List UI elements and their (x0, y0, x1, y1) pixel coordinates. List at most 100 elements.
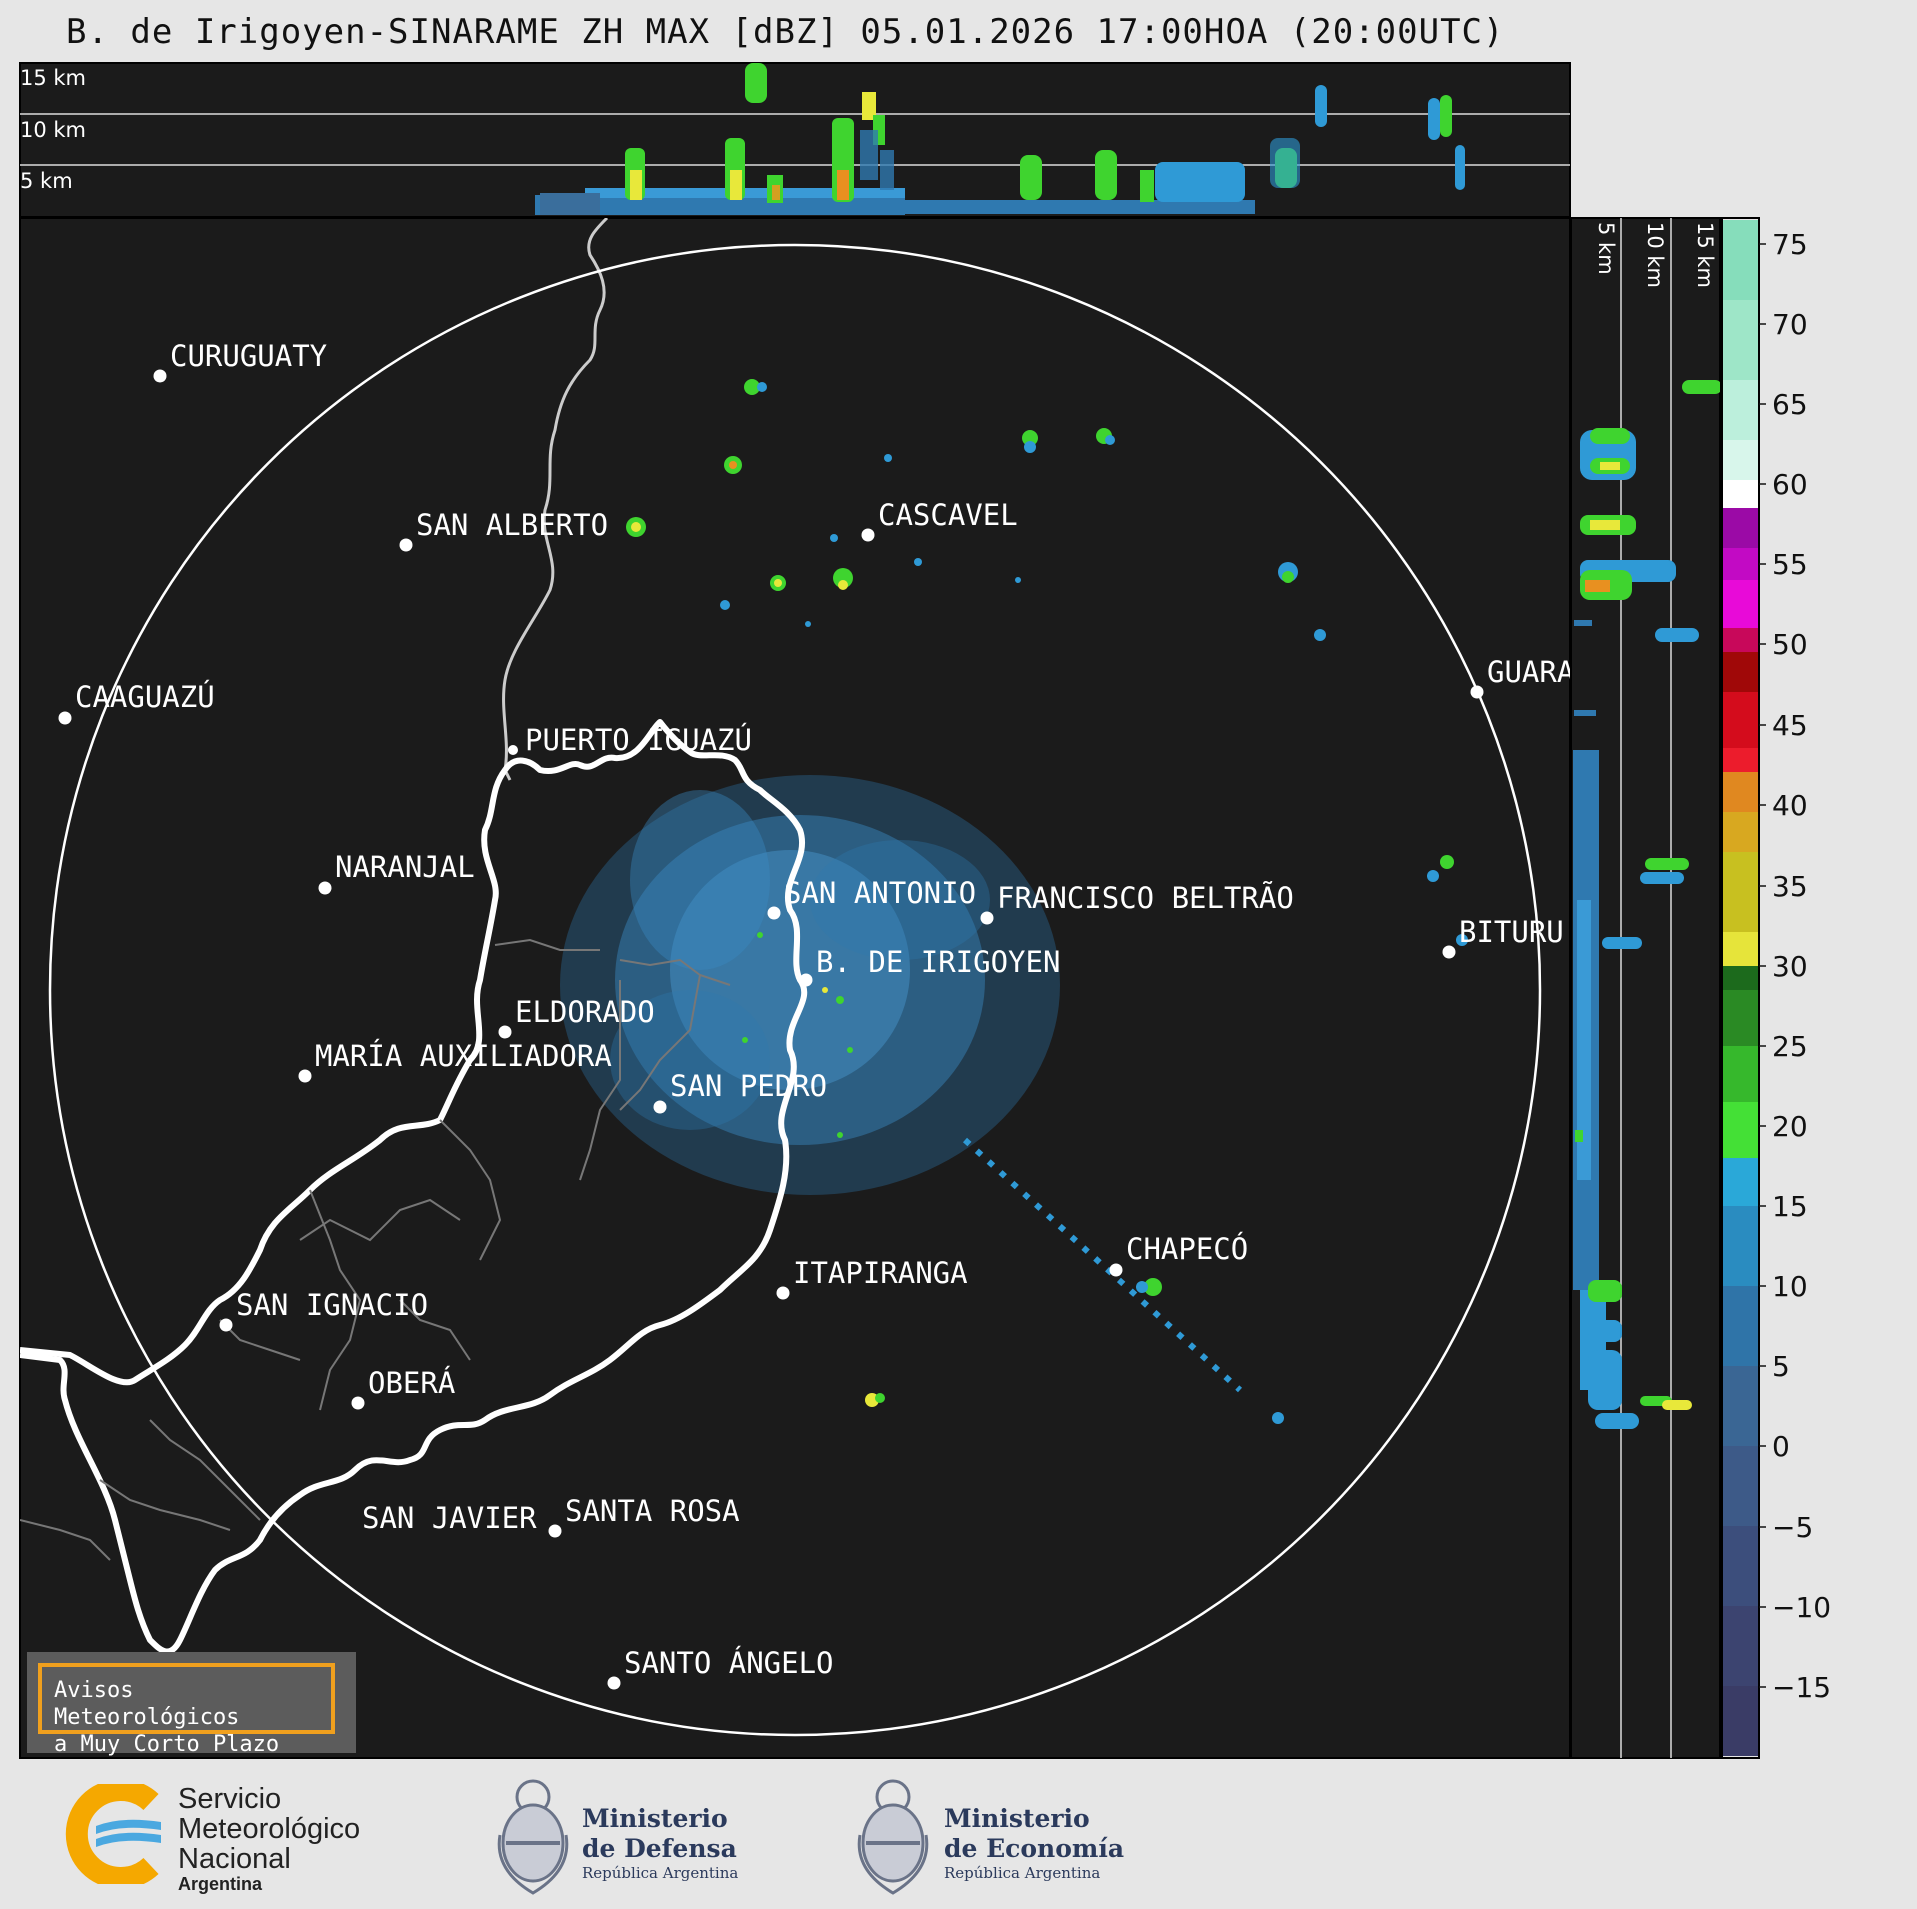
defensa-logo-text: Ministerio de Defensa República Argentin… (582, 1804, 738, 1882)
city-label: CHAPECÓ (1126, 1232, 1248, 1266)
city-label: SAN JAVIER (362, 1501, 537, 1535)
city-label: GUARA (1487, 655, 1574, 689)
smn-line: Meteorológico (178, 1813, 361, 1845)
smn-line: Nacional (178, 1843, 291, 1875)
city-label: CURUGUATY (170, 339, 327, 373)
colorbar-tick-label: −10 (1772, 1591, 1831, 1624)
avisos-badge[interactable]: Avisos Meteorológicos a Muy Corto Plazo (27, 1652, 356, 1757)
city-san-alberto: SAN ALBERTO (399, 508, 608, 552)
range-ring (48, 243, 1542, 1737)
escudo-economia-icon (854, 1775, 932, 1899)
colorbar-tick-label: 55 (1772, 548, 1808, 581)
city-san-antonio: SAN ANTONIO (767, 876, 976, 920)
colorbar-tick-label: −15 (1772, 1671, 1831, 1704)
city-label: B. DE IRIGOYEN (816, 945, 1060, 979)
smn-logo-icon (56, 1779, 176, 1889)
colorbar-tick-label: 65 (1772, 388, 1808, 421)
province-lines (20, 938, 731, 1561)
city-naranjal: NARANJAL (318, 850, 475, 895)
colorbar-tick-label: 5 (1772, 1350, 1790, 1383)
city-label: MARÍA AUXILIADORA (315, 1039, 612, 1073)
misiones-border (20, 719, 808, 1655)
city-santo-angelo: SANTO ÁNGELO (607, 1646, 834, 1690)
colorbar-tick-label: 20 (1772, 1110, 1808, 1143)
city-itapiranga: ITAPIRANGA (776, 1256, 968, 1300)
colorbar: 75 70 65 60 55 50 45 40 35 30 25 20 15 (1721, 217, 1831, 1759)
side-height-panel: 5 km 10 km 15 km (1570, 217, 1721, 1759)
city-label: CASCAVEL (878, 498, 1018, 532)
city-label: ELDORADO (515, 995, 655, 1029)
colorbar-tick-label: 70 (1772, 308, 1808, 341)
misiones-west-border (20, 768, 508, 1386)
city-chapeco: CHAPECÓ (1109, 1232, 1248, 1277)
defensa-sub: República Argentina (582, 1864, 739, 1882)
colorbar-tick-label: 60 (1772, 468, 1808, 501)
city-francisco-beltrao: FRANCISCO BELTRÃO (980, 881, 1294, 925)
city-label: OBERÁ (368, 1366, 455, 1400)
city-label: SANTO ÁNGELO (624, 1646, 834, 1680)
city-label: SANTA ROSA (565, 1494, 740, 1528)
colorbar-ticks: 75 70 65 60 55 50 45 40 35 30 25 20 15 (1759, 228, 1831, 1704)
colorbar-tick-label: 15 (1772, 1190, 1808, 1223)
colorbar-tick-label: 75 (1772, 228, 1808, 261)
city-santa-rosa: SANTA ROSA (548, 1494, 740, 1538)
city-label: FRANCISCO BELTRÃO (997, 881, 1294, 915)
smn-country: Argentina (178, 1874, 263, 1894)
city-eldorado: ELDORADO (498, 995, 655, 1039)
economia-line: Ministerio (944, 1804, 1090, 1833)
city-label: NARANJAL (335, 850, 475, 884)
city-maria-auxiliadora: MARÍA AUXILIADORA (298, 1039, 612, 1083)
economia-sub: República Argentina (944, 1864, 1101, 1882)
map-panel: CURUGUATY SAN ALBERTO CASCAVEL CAAGUAZÚ … (19, 217, 1574, 1759)
colorbar-tick-label: 45 (1772, 709, 1808, 742)
city-curuguaty: CURUGUATY (153, 339, 327, 383)
colorbar-tick-label: 25 (1772, 1030, 1808, 1063)
colorbar-tick-label: 50 (1772, 628, 1808, 661)
side-label-10km: 10 km (1643, 222, 1667, 288)
colorbar-tick-label: −5 (1772, 1511, 1813, 1544)
city-b-de-irigoyen: B. DE IRIGOYEN (799, 945, 1060, 987)
colorbar-tick-label: 35 (1772, 870, 1808, 903)
city-obera: OBERÁ (351, 1366, 455, 1410)
city-san-ignacio: SAN IGNACIO (219, 1288, 428, 1332)
colorbar-tick-label: 10 (1772, 1270, 1808, 1303)
economia-logo-text: Ministerio de Economía República Argenti… (944, 1804, 1124, 1882)
height-label-10km: 10 km (20, 118, 86, 142)
economia-line: de Economía (944, 1834, 1125, 1863)
colorbar-tick-label: 30 (1772, 950, 1808, 983)
defensa-line: Ministerio (582, 1804, 728, 1833)
smn-logo-text: Servicio Meteorológico Nacional Argentin… (178, 1784, 360, 1895)
city-guara: GUARA (1470, 655, 1574, 699)
city-label: SAN ALBERTO (416, 508, 608, 542)
smn-line: Servicio (178, 1783, 282, 1815)
city-label: BITURU (1459, 915, 1564, 949)
defensa-line: de Defensa (582, 1834, 737, 1863)
city-san-javier: SAN JAVIER (362, 1501, 537, 1535)
international-border (502, 218, 609, 781)
escudo-defensa-icon (494, 1775, 572, 1899)
city-label: ITAPIRANGA (793, 1256, 968, 1290)
height-label-5km: 5 km (20, 169, 73, 193)
city-label: PUERTO IGUAZÚ (525, 723, 752, 757)
city-bituru: BITURU (1442, 915, 1564, 959)
colorbar-tick-label: 40 (1772, 789, 1808, 822)
top-panel-echoes (535, 63, 1465, 215)
city-caaguazu: CAAGUAZÚ (58, 680, 215, 725)
colorbar-tick-label: 0 (1772, 1430, 1790, 1463)
city-label: SAN PEDRO (670, 1069, 827, 1103)
city-cascavel: CASCAVEL (861, 498, 1018, 542)
side-panel-echoes (1573, 380, 1720, 1429)
city-label: SAN IGNACIO (236, 1288, 428, 1322)
city-san-pedro: SAN PEDRO (653, 1069, 827, 1114)
city-markers: CURUGUATY SAN ALBERTO CASCAVEL CAAGUAZÚ … (58, 339, 1574, 1690)
top-height-panel: 15 km 10 km 5 km (19, 62, 1571, 218)
side-label-15km: 15 km (1693, 222, 1717, 288)
city-puerto-iguazu: PUERTO IGUAZÚ (508, 723, 752, 757)
city-label: CAAGUAZÚ (75, 680, 215, 714)
city-label: SAN ANTONIO (784, 876, 976, 910)
page-title: B. de Irigoyen-SINARAME ZH MAX [dBZ] 05.… (66, 12, 1505, 52)
side-label-5km: 5 km (1594, 222, 1618, 275)
avisos-text: Avisos Meteorológicos a Muy Corto Plazo (38, 1663, 335, 1757)
height-label-15km: 15 km (20, 66, 86, 90)
